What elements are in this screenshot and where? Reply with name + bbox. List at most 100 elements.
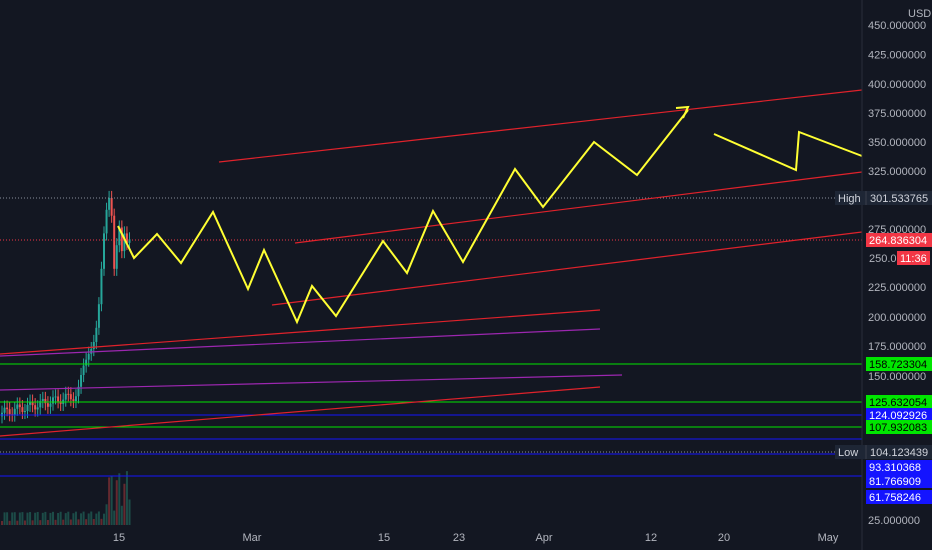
price-tag-bg [835,191,932,205]
red-trend-line[interactable] [0,386,601,437]
volume-bar [120,505,123,525]
candle-body [97,304,100,328]
price-tag: 124.092926 [866,408,932,422]
price-tag: 61.758246 [866,490,932,504]
price-tag-bg [866,233,932,247]
candle-body [110,198,113,216]
price-tag-value: 264.836304 [869,235,927,247]
volume-bar [16,520,19,525]
volume-bar [18,512,21,525]
candle-body [77,386,80,397]
y-tick-label: 400.000000 [868,79,926,91]
candle-body [13,408,16,415]
price-tag: Low 104.123439 [835,445,932,459]
candle-body [80,375,83,387]
candle-body [120,227,123,252]
price-tag-bg [866,408,932,422]
candle-body [57,396,60,402]
candle-body [16,404,19,409]
y-tick-label: 150.000000 [868,371,926,383]
trend-lines[interactable] [0,89,863,437]
y-tick-label: 175.000000 [868,341,926,353]
y-tick-label: 200.000000 [868,312,926,324]
volume-bar [62,519,65,525]
price-tag-prefix: High [838,193,861,205]
volume-bar [21,512,24,525]
x-tick-label: 23 [453,532,465,544]
x-tick-label: May [818,532,839,544]
volume-bar [77,519,80,525]
candle-body [59,401,62,404]
price-tag: 81.766909 [866,474,932,488]
volume-series [1,471,131,525]
candle-body [95,327,98,342]
candle-body [8,409,11,415]
price-tag-prefix: Low [838,447,858,459]
volume-bar [11,512,14,525]
x-tick-label: Apr [535,532,552,544]
volume-bar [115,480,118,525]
candle-body [115,245,118,269]
horizontal-levels[interactable] [0,197,862,477]
y-tick-label: 375.000000 [868,108,926,120]
projection-path[interactable] [117,105,863,325]
price-tag: 125.632054 [866,395,932,409]
volume-bar [118,473,121,525]
volume-bar [113,510,116,525]
time-axis[interactable]: 15 Mar 15 23 Apr 12 20 May [113,532,839,544]
candle-body [113,215,116,269]
candle-body [103,233,105,269]
y-tick-label: 425.000000 [868,50,926,62]
candle-body [72,399,75,401]
candle-body [3,407,6,413]
x-tick-label: Mar [243,532,262,544]
candle-body [31,401,34,406]
volume-bar [57,513,60,525]
price-tag: 11:36 [897,251,930,265]
volume-bar [67,511,70,525]
price-tag-value: 104.123439 [870,447,928,459]
volume-bar [123,483,126,525]
y-tick-label: 350.000000 [868,137,926,149]
candle-body [105,209,108,234]
volume-bar [103,513,105,525]
volume-bar [92,518,95,525]
price-tag: 264.836304 [866,233,932,247]
price-tag-value: 250.0 [869,253,897,265]
candle-body [36,407,39,410]
y-tick-label: 225.000000 [868,282,926,294]
candle-body [6,407,9,410]
y-tick-label: 25.000000 [868,515,920,527]
volume-bar [95,513,98,525]
volume-bar [125,471,128,525]
red-trend-line[interactable] [294,171,863,244]
volume-bar [3,512,6,525]
candle-body [128,239,131,243]
price-tag-value: 107.932083 [869,422,927,434]
red-trend-line[interactable] [271,231,863,306]
projection-polyline[interactable] [117,109,689,325]
candle-body [74,396,77,401]
volume-bar [82,511,85,525]
volume-bar [100,518,103,525]
candle-body [87,353,90,360]
price-tag-value: 301.533765 [870,193,928,205]
projection-polyline-2[interactable] [713,130,863,172]
volume-bar [64,513,67,525]
price-tag: High 301.533765 [835,191,932,205]
price-tag: 158.723304 [866,357,932,371]
y-tick-label: 450.000000 [868,20,926,32]
price-tag-value: 61.758246 [869,492,921,504]
red-trend-line[interactable] [0,309,601,355]
volume-bar [74,511,77,525]
volume-bar [128,499,131,525]
volume-bar [59,511,62,525]
price-tag-bg [866,460,932,474]
purple-trend-line[interactable] [0,374,623,391]
volume-bar [85,519,88,525]
candle-body [26,404,29,412]
projection-arrowhead [675,105,690,119]
purple-trend-line[interactable] [0,328,601,357]
red-trend-line[interactable] [218,89,863,163]
